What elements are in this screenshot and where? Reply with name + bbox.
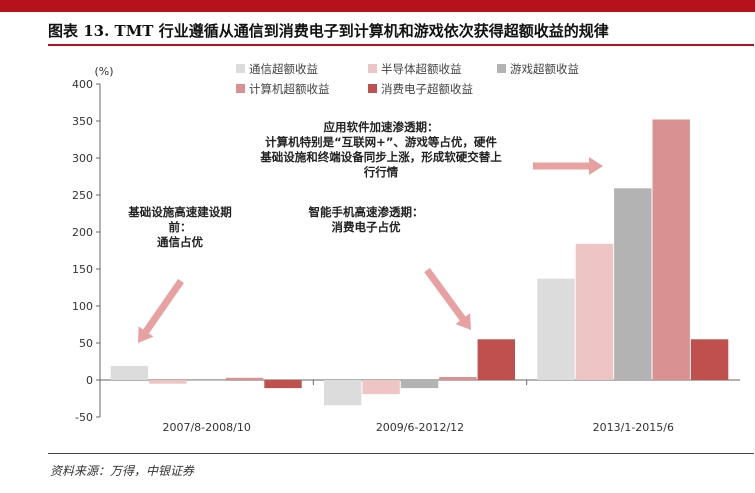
x-category-label: 2013/1-2015/6	[593, 421, 674, 434]
y-tick-label: 150	[72, 263, 93, 276]
annotation-text: 基础设施和终端设备同步上涨，形成软硬交替上	[259, 150, 502, 164]
x-category-label: 2007/8-2008/10	[162, 421, 250, 434]
bar	[324, 380, 362, 406]
bar	[477, 339, 515, 380]
legend-swatch	[236, 64, 245, 73]
y-axis-unit: (%)	[94, 65, 113, 78]
y-tick-label: 300	[72, 152, 93, 165]
bar	[439, 377, 477, 380]
bar	[149, 380, 187, 384]
y-tick-label: 250	[72, 189, 93, 202]
legend-swatch	[368, 84, 377, 93]
bar	[614, 188, 652, 380]
annotation-text: 计算机特别是“互联网+”、游戏等占优，硬件	[265, 135, 497, 149]
y-tick-label: -50	[75, 411, 93, 424]
bar	[225, 377, 264, 380]
legend-label: 计算机超额收益	[249, 82, 330, 96]
bar	[652, 119, 690, 380]
title-underline	[48, 44, 754, 46]
y-tick-label: 50	[79, 337, 93, 350]
bar	[187, 380, 225, 381]
bar	[400, 380, 439, 389]
annotation-text: 智能手机高速渗透期：	[309, 205, 424, 219]
annotation-text: 行行情	[363, 165, 399, 179]
x-category-label: 2009/6-2012/12	[376, 421, 464, 434]
legend-swatch	[236, 84, 245, 93]
legend-swatch	[368, 64, 377, 73]
y-tick-label: 200	[72, 226, 93, 239]
annotation-text: 基础设施高速建设期	[127, 205, 232, 219]
bar	[690, 339, 729, 380]
category-labels: 2007/8-2008/10 2009/6-2012/12 2013/1-2015/…	[162, 421, 674, 434]
annotation-text: 应用软件加速渗透期：	[324, 120, 439, 134]
annotation-arrow	[424, 267, 471, 330]
bar	[264, 380, 302, 389]
legend-label: 消费电子超额收益	[381, 82, 473, 96]
annotation-text: 消费电子占优	[332, 220, 401, 234]
source-note: 资料来源：万得，中银证券	[50, 464, 195, 478]
bar	[362, 380, 400, 395]
y-tick-label: 0	[86, 374, 93, 387]
legend-swatch	[497, 64, 506, 73]
bars	[110, 119, 729, 406]
top-accent-bar	[0, 0, 755, 12]
y-tick-label: 100	[72, 300, 93, 313]
annotation-arrow	[138, 279, 184, 343]
annotation-text: 前：	[169, 220, 192, 234]
annotation-text: 通信占优	[157, 235, 203, 249]
y-tick-label: 400	[72, 78, 93, 91]
legend-label: 通信超额收益	[249, 62, 318, 76]
legend-label: 游戏超额收益	[510, 62, 579, 76]
bar	[537, 278, 575, 380]
y-tick-label: 350	[72, 115, 93, 128]
legend-label: 半导体超额收益	[381, 62, 462, 76]
bar	[110, 365, 149, 380]
annotation-arrow	[533, 157, 603, 175]
figure-title: 图表 13. TMT 行业遵循从通信到消费电子到计算机和游戏依次获得超额收益的规…	[48, 22, 609, 40]
bar	[575, 243, 614, 380]
source-divider	[48, 453, 754, 454]
